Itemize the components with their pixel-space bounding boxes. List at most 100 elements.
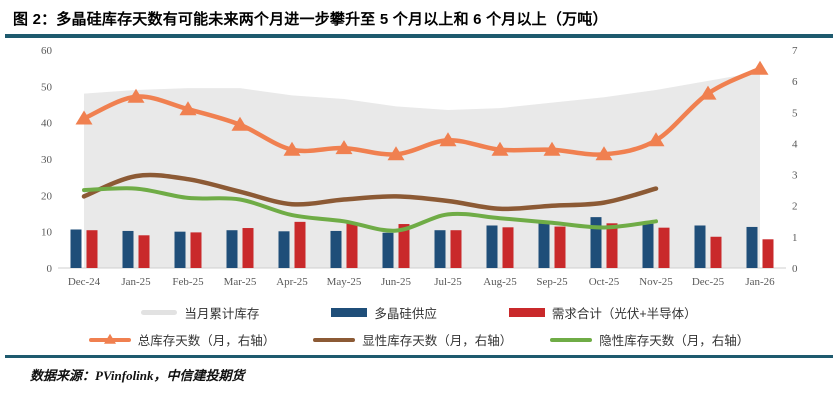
bar-supply xyxy=(278,231,290,268)
legend-label: 总库存天数（月，右轴） xyxy=(137,334,276,348)
bar-supply xyxy=(174,231,186,268)
x-axis-tick: Jul-25 xyxy=(434,276,462,288)
bar-supply xyxy=(694,225,706,268)
triangle-marker xyxy=(283,141,301,156)
triangle-marker xyxy=(647,132,665,147)
right-axis-tick: 6 xyxy=(792,76,798,88)
bar-supply xyxy=(330,230,342,268)
left-axis-labels: 0 10 20 30 40 50 60 xyxy=(41,45,53,275)
implicit-days-swatch xyxy=(550,337,593,342)
bar-supply xyxy=(746,226,758,268)
right-axis-tick: 2 xyxy=(792,201,798,213)
bar-demand xyxy=(502,227,514,268)
explicit-days-line xyxy=(81,172,659,212)
legend-row-2: 总库存天数（月，右轴） 显性库存天数（月，右轴） 隐性库存天数（月，右轴） xyxy=(0,330,838,349)
x-axis-tick: May-25 xyxy=(327,276,362,288)
right-axis-labels: 0 1 2 3 4 5 6 7 xyxy=(792,45,798,275)
demand-bars xyxy=(86,221,774,268)
x-axis-tick: Oct-25 xyxy=(589,276,620,288)
left-axis-tick: 30 xyxy=(41,154,53,166)
bar-supply xyxy=(590,217,602,268)
legend-label: 显性库存天数（月，右轴） xyxy=(362,334,513,348)
bar-demand xyxy=(398,224,410,268)
total-days-markers xyxy=(75,60,769,161)
bar-demand xyxy=(658,227,670,268)
legend-item-cumulative-inventory: 当月累计库存 xyxy=(141,303,259,322)
x-axis-tick: Mar-25 xyxy=(224,276,257,288)
bar-demand xyxy=(762,239,774,268)
x-axis-tick: Jun-25 xyxy=(381,276,411,288)
x-axis-tick: Dec-24 xyxy=(68,276,101,288)
legend-label: 隐性库存天数（月，右轴） xyxy=(599,334,750,348)
triangle-marker xyxy=(127,88,145,103)
triangle-marker xyxy=(75,110,93,125)
bar-demand xyxy=(554,226,566,268)
right-axis-tick: 3 xyxy=(792,170,798,182)
footer-divider xyxy=(5,355,833,358)
bar-supply xyxy=(642,223,654,268)
bar-demand xyxy=(710,236,722,268)
bar-supply xyxy=(122,230,134,268)
chart-area: 0 10 20 30 40 50 60 0 1 2 3 4 5 6 7 Dec-24 Jan-25 Feb-25 M… xyxy=(0,40,838,297)
triangle-marker xyxy=(491,141,509,156)
x-axis-labels: Dec-24 Jan-25 Feb-25 Mar-25 Apr-25 May-25 Jun-… xyxy=(68,276,775,288)
x-axis-tick: Jan-25 xyxy=(121,276,151,288)
left-axis-tick: 10 xyxy=(41,227,53,239)
x-axis-tick: Aug-25 xyxy=(483,276,517,288)
x-axis-tick: Feb-25 xyxy=(172,276,204,288)
triangle-marker xyxy=(439,132,457,147)
combo-chart: 0 10 20 30 40 50 60 0 1 2 3 4 5 6 7 Dec-24 Jan-25 Feb-25 M… xyxy=(41,45,798,288)
x-axis-tick: Sep-25 xyxy=(536,276,568,288)
bar-demand xyxy=(242,228,254,268)
left-axis-tick: 50 xyxy=(41,81,53,93)
x-axis-tick: Jan-26 xyxy=(745,276,775,288)
data-source-note: 数据来源：PVinfolink，中信建投期货 xyxy=(30,368,245,383)
legend-item-total-days: 总库存天数（月，右轴） xyxy=(88,330,276,349)
x-axis-tick: Apr-25 xyxy=(276,276,308,288)
bar-demand xyxy=(294,221,306,268)
title-divider xyxy=(5,34,833,38)
triangle-marker xyxy=(543,141,561,156)
triangle-marker xyxy=(387,146,405,161)
demand-swatch xyxy=(508,308,545,317)
right-axis-tick: 0 xyxy=(792,263,798,275)
bar-supply xyxy=(486,225,498,268)
triangle-marker xyxy=(179,101,197,116)
bar-demand xyxy=(86,230,98,268)
bar-demand xyxy=(606,223,618,268)
legend-label: 需求合计（光伏+半导体） xyxy=(551,307,697,321)
legend-label: 多晶硅供应 xyxy=(374,307,437,321)
chart-legend: 当月累计库存 多晶硅供应 需求合计（光伏+半导体） 总库存天数（月，右轴） 显性… xyxy=(0,303,838,349)
bar-demand xyxy=(450,230,462,268)
triangle-marker xyxy=(335,140,353,155)
explicit-days-swatch xyxy=(313,337,356,342)
left-axis-tick: 20 xyxy=(41,190,53,202)
bar-supply xyxy=(70,229,82,268)
area-swatch xyxy=(141,310,178,315)
legend-row-1: 当月累计库存 多晶硅供应 需求合计（光伏+半导体） xyxy=(0,303,838,322)
bar-demand xyxy=(190,232,202,268)
legend-item-explicit-days: 显性库存天数（月，右轴） xyxy=(313,330,512,349)
bar-supply xyxy=(382,232,394,268)
legend-item-supply: 多晶硅供应 xyxy=(331,303,437,322)
bar-demand xyxy=(138,235,150,268)
left-axis-tick: 60 xyxy=(41,45,53,57)
total-days-swatch xyxy=(88,333,131,344)
bar-demand xyxy=(346,222,358,268)
x-axis-tick: Dec-25 xyxy=(692,276,725,288)
right-axis-tick: 1 xyxy=(792,232,798,244)
right-axis-tick: 7 xyxy=(792,45,798,57)
triangle-marker xyxy=(231,116,249,131)
right-axis-tick: 4 xyxy=(792,138,798,150)
right-axis-tick: 5 xyxy=(792,107,798,119)
x-axis-tick: Nov-25 xyxy=(639,276,673,288)
triangle-marker-icon xyxy=(103,333,116,344)
bar-supply xyxy=(226,230,238,268)
figure-title: 图 2：多晶硅库存天数有可能未来两个月进一步攀升至 5 个月以上和 6 个月以上… xyxy=(13,11,608,28)
legend-item-implicit-days: 隐性库存天数（月，右轴） xyxy=(550,330,749,349)
triangle-marker xyxy=(595,146,613,161)
bar-supply xyxy=(434,230,446,268)
triangle-marker xyxy=(751,60,769,75)
supply-swatch xyxy=(331,308,368,317)
left-axis-tick: 0 xyxy=(47,263,53,275)
